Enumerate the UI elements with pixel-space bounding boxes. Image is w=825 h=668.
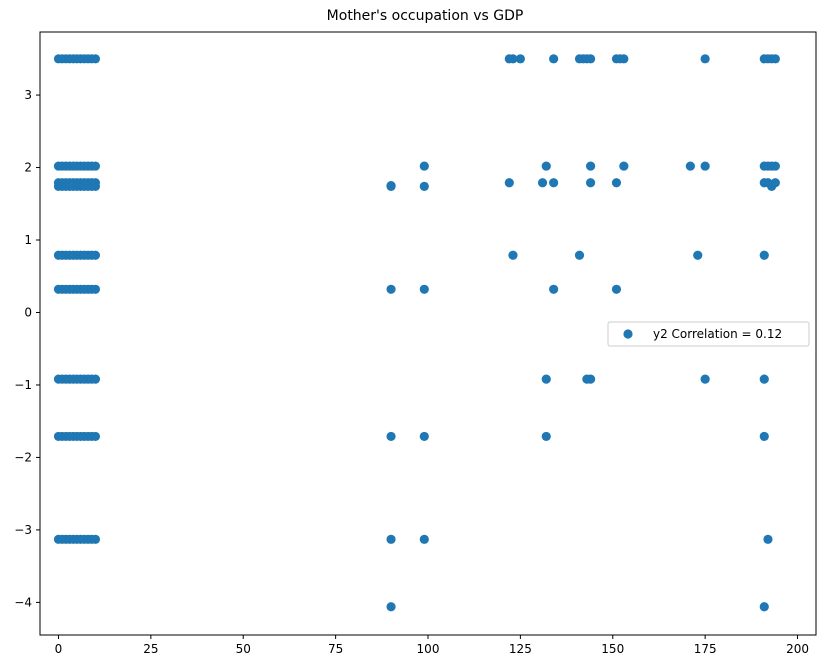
data-point	[386, 534, 396, 544]
data-point	[541, 374, 551, 384]
data-point	[419, 534, 429, 544]
data-points	[53, 54, 780, 612]
x-tick-label: 25	[143, 642, 158, 656]
data-point	[619, 54, 629, 64]
data-point	[386, 181, 396, 191]
y-tick-label: 2	[24, 161, 32, 175]
chart-title: Mother's occupation vs GDP	[327, 8, 524, 24]
data-point	[515, 54, 525, 64]
y-tick-label: −1	[14, 378, 32, 392]
data-point	[685, 161, 695, 171]
x-tick-label: 150	[601, 642, 624, 656]
y-tick-label: 1	[24, 233, 32, 247]
data-point	[419, 284, 429, 294]
data-point	[541, 431, 551, 442]
data-point	[508, 54, 518, 64]
data-point	[585, 178, 596, 188]
y-tick-label: 0	[24, 305, 32, 319]
y-tick-label: 3	[24, 88, 32, 102]
y-tick-label: −2	[14, 450, 32, 464]
data-point	[759, 374, 769, 384]
x-tick-label: 200	[786, 642, 809, 656]
data-point	[574, 250, 585, 260]
data-point	[386, 431, 396, 442]
y-tick-label: −4	[14, 595, 32, 609]
data-point	[549, 284, 559, 294]
data-point	[90, 284, 101, 294]
data-point	[419, 181, 429, 191]
data-point	[90, 181, 101, 191]
data-point	[537, 178, 548, 188]
data-point	[770, 54, 780, 64]
data-point	[419, 431, 429, 442]
legend-marker	[623, 329, 633, 339]
data-point	[585, 161, 596, 171]
data-point	[611, 284, 622, 294]
legend-box	[607, 321, 810, 347]
y-tick-label: −3	[14, 523, 32, 537]
data-point	[759, 602, 769, 612]
legend: y2 Correlation = 0.12	[607, 321, 810, 347]
legend-label: y2 Correlation = 0.12	[653, 327, 782, 341]
x-tick-label: 125	[509, 642, 532, 656]
x-tick-label: 50	[236, 642, 251, 656]
data-point	[759, 431, 769, 442]
data-point	[759, 250, 769, 260]
data-point	[386, 602, 396, 612]
data-point	[693, 250, 703, 260]
x-tick-label: 0	[55, 642, 63, 656]
data-point	[508, 250, 518, 260]
data-point	[700, 161, 710, 171]
data-point	[386, 284, 396, 294]
data-point	[90, 54, 101, 64]
data-point	[90, 250, 101, 260]
data-point	[90, 374, 101, 384]
data-point	[770, 161, 780, 171]
data-point	[700, 54, 710, 64]
data-point	[419, 161, 429, 171]
x-tick-label: 75	[328, 642, 343, 656]
x-tick-label: 100	[417, 642, 440, 656]
data-point	[541, 161, 551, 171]
data-point	[90, 534, 101, 544]
data-point	[504, 178, 514, 188]
data-point	[700, 374, 710, 384]
data-point	[585, 54, 596, 64]
data-point	[763, 534, 773, 544]
x-axis: 0 25 50 75 100 125 150 175 200	[55, 635, 809, 656]
data-point	[611, 178, 622, 188]
data-point	[90, 431, 101, 442]
data-point	[549, 54, 559, 64]
data-point	[549, 178, 559, 188]
x-tick-label: 175	[694, 642, 717, 656]
y-axis: −4 −3 −2 −1 0 1 2 3	[14, 88, 40, 609]
data-point	[90, 161, 101, 171]
data-point	[585, 374, 596, 384]
data-point	[619, 161, 629, 171]
data-point	[770, 178, 780, 188]
